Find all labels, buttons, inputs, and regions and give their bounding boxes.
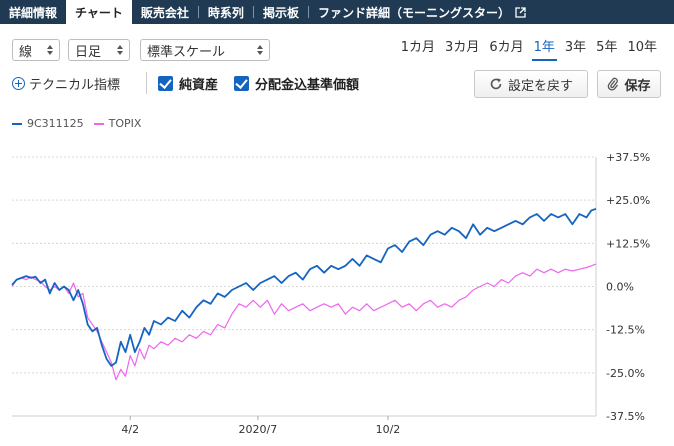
y-tick-label: 0.0% — [606, 281, 634, 294]
y-tick-label: +37.5% — [606, 151, 650, 164]
tab-bar: 詳細情報 チャート 販売会社 時系列 掲示板 ファンド詳細（モーニングスター） — [0, 0, 674, 24]
x-tick-label: 2020/7 — [239, 423, 278, 436]
divider — [146, 72, 147, 94]
scale-value: 標準スケール — [147, 44, 226, 60]
period-3m[interactable]: 3カ月 — [445, 40, 480, 55]
period-5y[interactable]: 5年 — [596, 40, 618, 55]
legend-item-topix: TOPIX — [93, 117, 142, 130]
net-assets-label: 純資産 — [179, 78, 219, 93]
y-tick-label: +12.5% — [606, 237, 650, 250]
period-6m[interactable]: 6カ月 — [489, 40, 524, 55]
select-arrow-icon — [47, 45, 53, 55]
legend-swatch-topix — [93, 122, 104, 125]
legend-label-fund: 9C311125 — [27, 117, 84, 130]
external-link-icon — [515, 6, 526, 18]
legend-item-fund: 9C311125 — [12, 117, 84, 130]
technical-indicators-button[interactable]: テクニカル指標 — [12, 74, 120, 93]
net-assets-checkbox[interactable]: 純資産 — [158, 74, 218, 93]
period-selector: 1カ月 3カ月 6カ月 1年 3年 5年 10年 — [396, 38, 662, 61]
paperclip-icon — [608, 77, 619, 91]
y-tick-label: +25.0% — [606, 194, 650, 207]
tab-separator — [252, 6, 254, 18]
interval-select[interactable]: 日足 — [68, 39, 130, 61]
legend-swatch-fund — [12, 122, 22, 125]
dividend-adjusted-checkbox[interactable]: 分配金込基準価額 — [234, 74, 359, 93]
tab-chart[interactable]: チャート — [66, 0, 132, 24]
save-label: 保存 — [624, 78, 651, 94]
line-type-value: 線 — [19, 44, 33, 60]
plus-circle-icon — [12, 77, 25, 90]
refresh-icon — [490, 78, 502, 90]
y-axis: +37.5% +25.0% +12.5% 0.0% -12.5% -25.0% -37.5% — [595, 151, 650, 423]
reset-settings-label: 設定を戻す — [507, 78, 573, 94]
checkbox-checked-icon — [234, 76, 249, 91]
series-line-fund — [11, 207, 597, 367]
technical-indicators-label: テクニカル指標 — [29, 78, 121, 93]
scale-select[interactable]: 標準スケール — [140, 39, 270, 61]
period-3y[interactable]: 3年 — [564, 40, 587, 55]
legend-label-topix: TOPIX — [108, 117, 142, 130]
performance-chart[interactable]: 4/2 2020/7 10/2 +37.5% +25.0% +12.5% 0.0% -12.… — [0, 140, 674, 446]
series-line-topix — [11, 263, 597, 381]
y-tick-label: -12.5% — [606, 324, 645, 337]
tab-fund-details-label: ファンド詳細（モーニングスター） — [317, 5, 510, 20]
tab-separator — [307, 6, 309, 18]
x-tick-label: 10/2 — [376, 423, 401, 436]
dividend-adjusted-label: 分配金込基準価額 — [255, 78, 360, 93]
tab-separator — [197, 6, 199, 18]
tab-message-board[interactable]: 掲示板 — [262, 5, 299, 20]
x-tick-label: 4/2 — [121, 423, 139, 436]
y-tick-label: -37.5% — [606, 410, 645, 423]
tab-fund-details-morningstar[interactable]: ファンド詳細（モーニングスター） — [309, 0, 535, 24]
chart-series — [11, 207, 597, 381]
period-10y[interactable]: 10年 — [627, 40, 657, 55]
select-arrow-icon — [117, 45, 123, 55]
line-type-select[interactable]: 線 — [12, 39, 60, 61]
tab-sales-companies[interactable]: 販売会社 — [140, 5, 189, 20]
tab-details[interactable]: 詳細情報 — [9, 5, 58, 20]
reset-settings-button[interactable]: 設定を戻す — [474, 70, 588, 98]
period-1m[interactable]: 1カ月 — [400, 40, 436, 55]
chart-legend: 9C311125 TOPIX — [12, 117, 151, 130]
select-arrow-icon — [257, 45, 263, 55]
period-1y[interactable]: 1年 — [529, 38, 560, 61]
y-tick-label: -25.0% — [606, 367, 645, 380]
x-axis: 4/2 2020/7 10/2 — [12, 415, 596, 436]
save-button[interactable]: 保存 — [597, 70, 661, 98]
chart-grid — [12, 156, 596, 417]
interval-value: 日足 — [75, 44, 102, 60]
checkbox-checked-icon — [158, 76, 173, 91]
tab-time-series[interactable]: 時系列 — [207, 5, 244, 20]
